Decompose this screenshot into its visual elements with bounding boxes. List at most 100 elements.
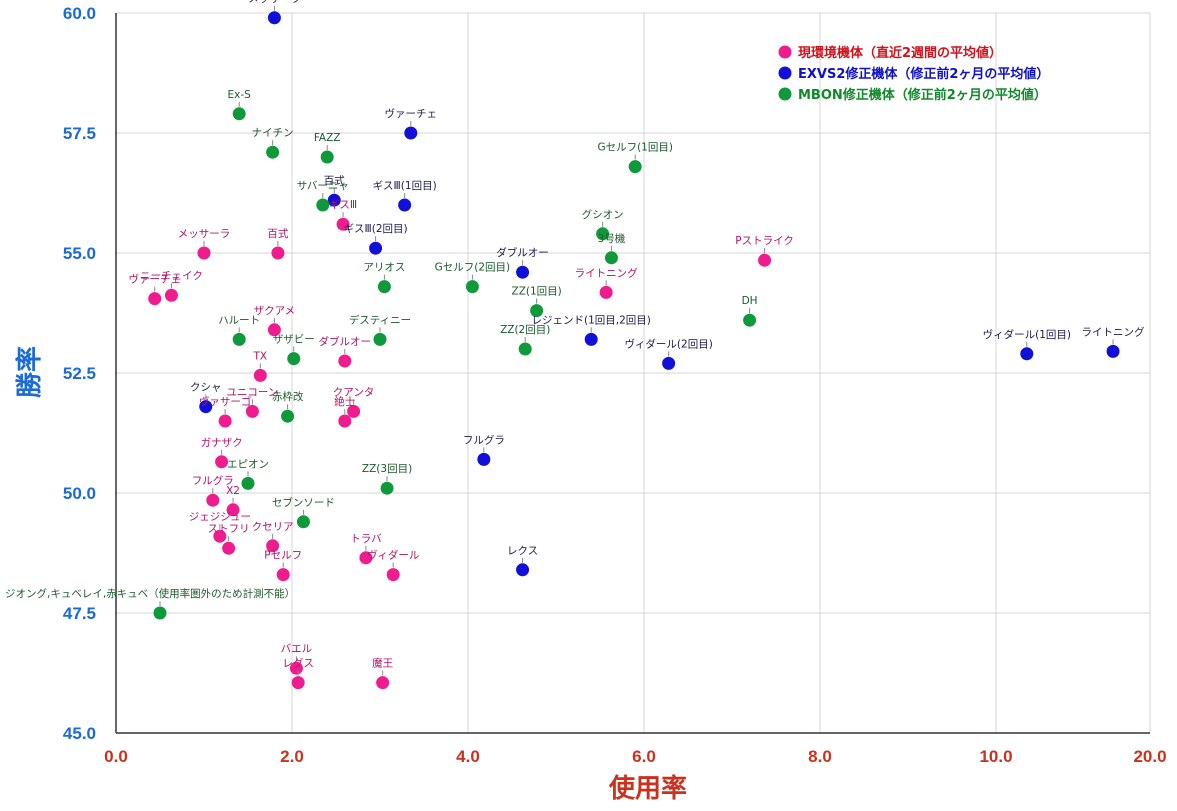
data-point-exvs2 [404,126,418,140]
data-point-mbon [316,198,330,212]
data-point-exvs2 [398,198,412,212]
x-tick-label: 0.0 [104,747,128,766]
data-label-mbon: 赤枠改 [272,390,304,403]
data-point-current [226,503,240,517]
data-label-exvs2: ギスⅢ(1回目) [373,180,437,192]
data-label-mbon: DH [742,295,758,307]
tick-labels: 45.0 47.5 50.0 52.5 55.0 57.5 60.0 0.0 2.0 4.0 6.0… [63,4,1167,766]
data-label-current: ザクアメ [254,305,295,317]
data-point-current [271,246,285,260]
data-label-current: ヴィダール [367,549,420,562]
data-point-current [148,292,162,306]
data-point-mbon [604,251,618,265]
data-point-exvs2 [1020,347,1034,361]
data-label-current: 百式 [267,227,288,240]
data-label-current: X2 [226,485,240,497]
data-point-current [291,676,305,690]
y-tick-label: 60.0 [63,4,96,23]
x-tick-label: 4.0 [456,747,480,766]
data-point-mbon [281,409,295,423]
data-label-current: Pセルフ [264,550,302,562]
data-label-current: クセリア [252,521,294,533]
data-label-current: 絶士 [334,395,355,408]
data-point-current [599,285,613,299]
grid-lines [115,12,1151,734]
data-label-current: ヴァーチェ [128,273,181,286]
data-label-current: 魔王 [372,657,393,670]
data-point-current [253,368,267,382]
x-tick-label: 6.0 [632,747,656,766]
data-label-mbon: ZZ(1回目) [512,286,562,298]
data-point-current [758,253,772,267]
data-point-mbon [743,313,757,327]
data-label-current: トラバ [350,533,382,545]
data-point-exvs2 [516,265,530,279]
data-label-current: バエル [281,643,313,655]
legend-label-mbon: MBON修正機体（修正前2ヶ月の平均値） [798,87,1047,103]
data-label-current: ダブルオー [319,335,372,348]
data-label-mbon: デスティニー [349,313,411,326]
data-label-exvs2: クシャ [190,382,222,394]
data-label-current: メッサーラ [178,228,231,240]
data-label-current: フルグラ [192,474,234,487]
data-label-mbon: Ex-S [228,89,252,101]
data-point-current [266,539,280,553]
data-point-exvs2 [662,356,676,370]
data-point-current [359,551,373,565]
legend-label-exvs2: EXVS2修正機体（修正前2ヶ月の平均値） [798,66,1049,82]
data-point-mbon [596,227,610,241]
data-point-current [276,568,290,582]
data-point-current [222,541,236,555]
data-point-mbon [465,280,479,294]
data-label-mbon: Gセルフ(2回目) [435,262,511,274]
data-point-mbon [530,304,544,318]
data-label-current: ヴァサーゴ [199,395,252,408]
data-label-exvs2: ダブルオー [496,246,549,259]
data-point-current [206,493,220,507]
data-point-exvs2 [1106,344,1120,358]
data-point-exvs2 [267,11,281,25]
data-label-mbon: FAZZ [314,132,341,144]
data-point-mbon [320,150,334,164]
data-label-mbon: ザザビー [273,334,315,346]
data-label-exvs2: フルグラ [463,433,505,446]
data-point-current [215,455,229,469]
y-tick-label: 55.0 [63,244,96,263]
data-label-exvs2: ヴァーチェ [385,107,438,120]
data-point-current [338,414,352,428]
legend-marker-exvs2 [778,66,792,80]
data-label-current: ガナザク [201,437,243,449]
data-label-mbon: ハルート [218,314,260,326]
data-point-exvs2 [477,452,491,466]
data-point-exvs2 [327,193,341,207]
x-tick-label: 10.0 [979,747,1012,766]
data-label-mbon: エピオン [227,458,269,470]
data-point-exvs2 [584,332,598,346]
data-label-mbon: ZZ(2回目) [500,324,550,336]
data-point-mbon [296,515,310,529]
data-label-exvs2: 百式 [324,174,345,187]
data-point-mbon [380,481,394,495]
data-label-current: Pストライク [735,235,794,247]
data-point-mbon [266,145,280,159]
legend-marker-mbon [778,87,792,101]
x-axis-title: 使用率 [608,773,687,804]
data-point-current [164,288,178,302]
data-label-current: ジェジジュー [189,511,251,523]
data-point-current [347,404,361,418]
data-label-mbon: ZZ(3回目) [362,463,412,475]
x-tick-label: 20.0 [1133,747,1166,766]
legend-marker-current [778,45,792,59]
y-tick-label: 57.5 [63,124,96,143]
data-point-mbon [153,606,167,620]
y-tick-label: 47.5 [63,604,96,623]
data-label-exvs2: レクス [507,545,538,557]
data-point-mbon [241,476,255,490]
data-point-exvs2 [516,563,530,577]
data-label-current: ストフリ [208,523,250,535]
data-point-current [267,323,281,337]
data-label-current: レグス [282,657,314,670]
data-point-current [245,404,259,418]
y-tick-label: 50.0 [63,484,96,503]
